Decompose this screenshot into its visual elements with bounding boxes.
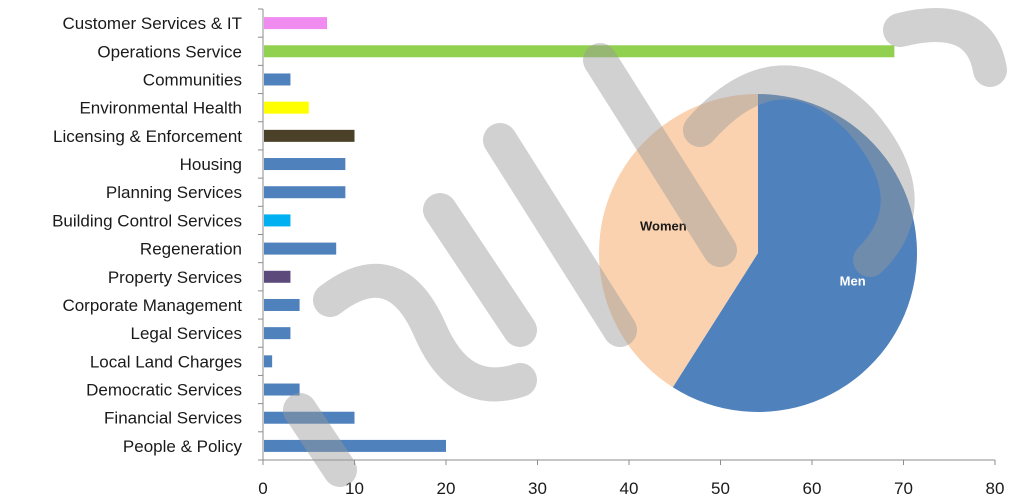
bar (264, 270, 291, 283)
x-tick-label: 20 (437, 479, 456, 498)
pie-slice-label: Women (640, 218, 687, 233)
bar (264, 411, 355, 424)
category-label: Planning Services (106, 183, 242, 202)
bar (264, 73, 291, 86)
category-label: People & Policy (123, 437, 243, 456)
bar (264, 214, 291, 227)
watermark-logo (283, 8, 1007, 487)
x-tick-label: 40 (620, 479, 639, 498)
category-label: Corporate Management (62, 296, 242, 315)
category-label: Building Control Services (52, 211, 242, 230)
category-label: Housing (180, 155, 242, 174)
category-label: Legal Services (130, 324, 242, 343)
bar (264, 242, 337, 255)
category-label: Operations Service (97, 42, 242, 61)
bar (264, 298, 300, 311)
x-tick-label: 10 (345, 479, 364, 498)
category-label: Communities (143, 70, 242, 89)
x-tick-label: 80 (986, 479, 1005, 498)
pie-slice-label: Men (840, 274, 866, 289)
bar (264, 129, 355, 142)
category-label: Customer Services & IT (63, 14, 243, 33)
pie-slice (672, 94, 917, 412)
category-label: Local Land Charges (90, 352, 242, 371)
x-tick-label: 70 (894, 479, 913, 498)
bar (264, 327, 291, 340)
x-tick-label: 50 (711, 479, 730, 498)
x-tick-label: 0 (258, 479, 267, 498)
bar (264, 383, 300, 396)
pie-slice (598, 93, 758, 388)
category-label: Licensing & Enforcement (53, 127, 242, 146)
bar (264, 355, 273, 368)
category-label: Regeneration (140, 240, 242, 259)
x-tick-label: 30 (528, 479, 547, 498)
bar-chart: Customer Services & IT Operations Service… (52, 8, 1005, 498)
category-label: Environmental Health (79, 99, 242, 118)
category-label: Property Services (108, 268, 242, 287)
bar (264, 186, 346, 199)
category-label: Democratic Services (86, 381, 242, 400)
bar (264, 101, 309, 114)
bar (264, 439, 446, 452)
category-label: Financial Services (104, 409, 242, 428)
pie-chart: Men Women (598, 93, 917, 412)
bar (264, 17, 328, 30)
x-tick-label: 60 (803, 479, 822, 498)
bar (264, 158, 346, 171)
bar (264, 45, 895, 58)
